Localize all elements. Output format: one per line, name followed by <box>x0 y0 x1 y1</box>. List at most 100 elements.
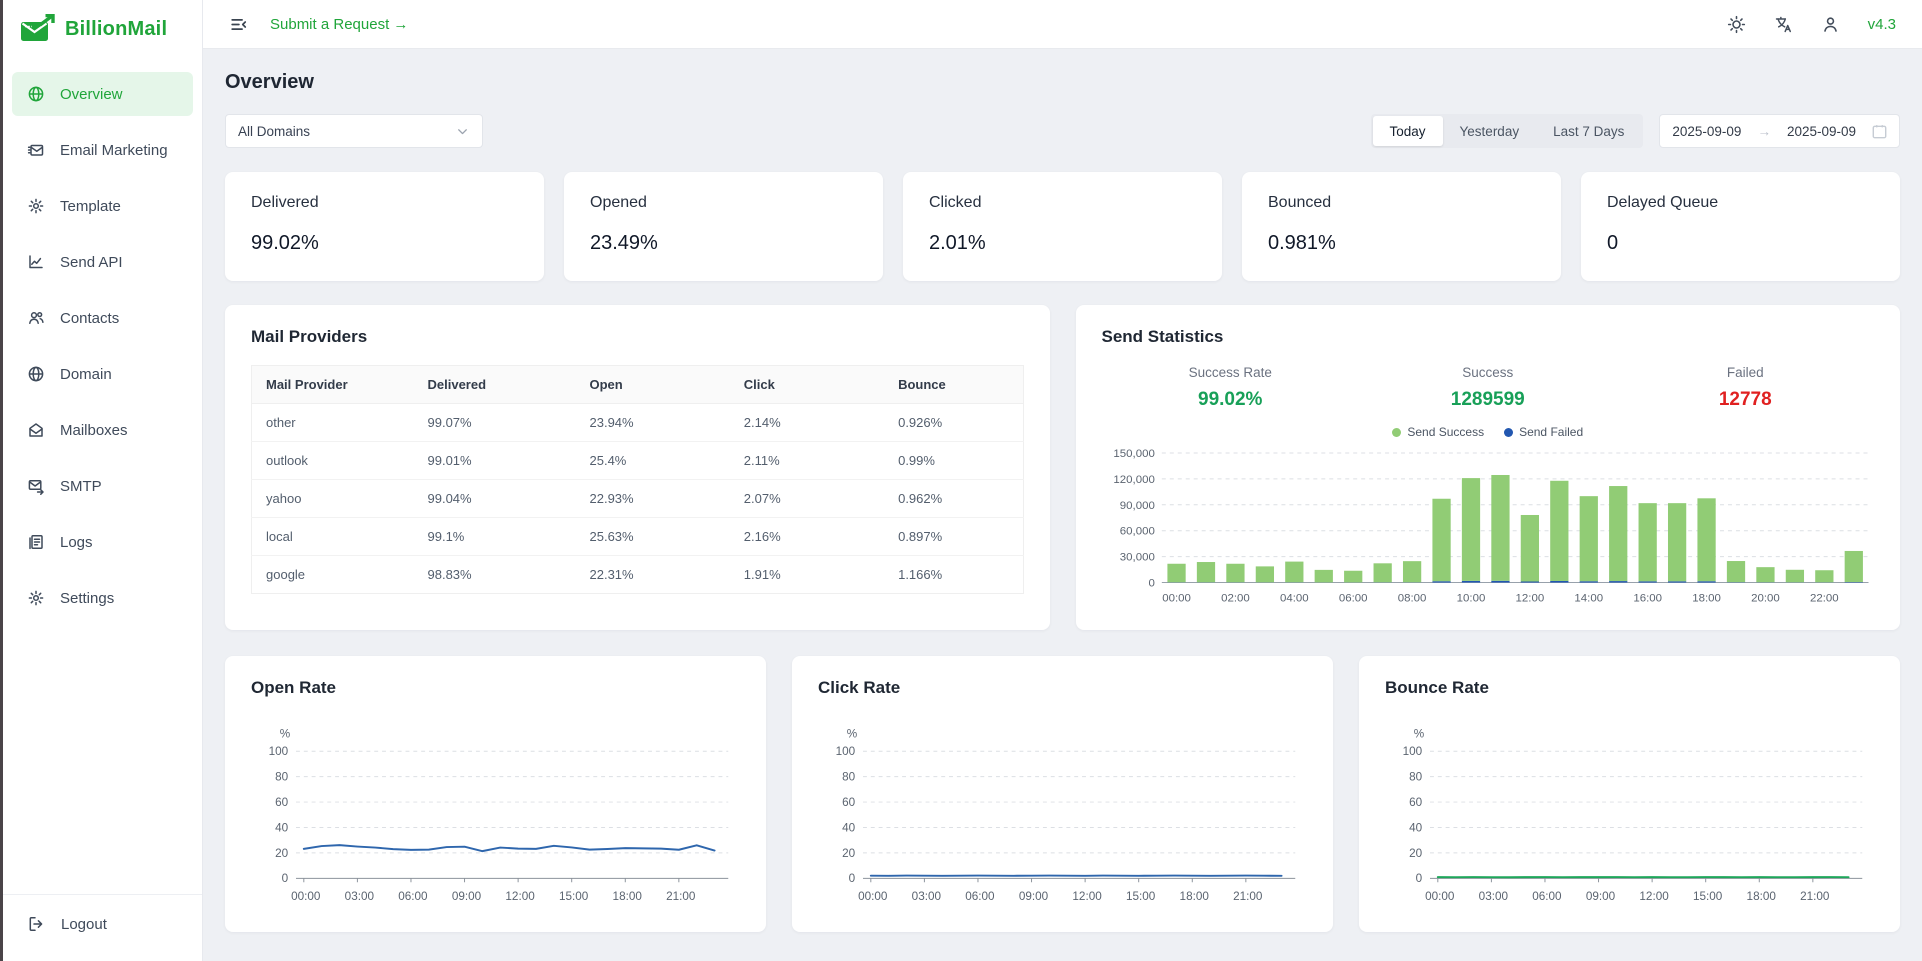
cell-click: 2.11% <box>729 441 885 480</box>
sidebar-item-mailboxes[interactable]: Mailboxes <box>12 408 193 452</box>
cell-open: 22.31% <box>589 567 634 582</box>
svg-text:21:00: 21:00 <box>666 890 696 903</box>
logout-button[interactable]: Logout <box>27 915 178 933</box>
svg-text:60: 60 <box>275 796 289 809</box>
send-statistics-title: Send Statistics <box>1101 327 1224 346</box>
send-metrics: Success Rate 99.02% Success 1289599 Fail… <box>1102 365 1875 411</box>
sidebar-item-label: Logs <box>60 533 93 551</box>
svg-text:20: 20 <box>275 847 289 860</box>
send-statistics-panel: Send Statistics Success Rate 99.02% Succ… <box>1075 305 1900 631</box>
range-today-button[interactable]: Today <box>1372 116 1443 146</box>
mail-providers-title: Mail Providers <box>251 327 368 346</box>
cell-click: 2.07% <box>729 479 885 518</box>
cell-open: 23.94% <box>575 403 730 442</box>
window-edge <box>0 0 3 961</box>
envelope-arrow-icon <box>28 480 44 495</box>
mail-providers-table: Mail Provider Delivered Open Click Bounc… <box>251 365 1024 594</box>
stat-card-opened: Opened 23.49% <box>564 172 883 281</box>
chevron-down-icon <box>458 128 467 134</box>
mail-providers-panel: Mail Providers Mail Provider Delivered O… <box>225 305 1050 631</box>
cell-click: 2.14% <box>729 403 885 442</box>
sidebar-item-domain[interactable]: Domain <box>12 352 193 396</box>
send-statistics-bar-chart: 0 30,000 60,000 90,000 120,000 150,000 00:00 02… <box>1113 448 1869 604</box>
svg-text:15:00: 15:00 <box>1126 890 1156 903</box>
svg-text:0: 0 <box>1416 873 1423 886</box>
stat-card-label: Bounced <box>1268 194 1332 211</box>
sidebar-item-label: Mailboxes <box>60 421 128 439</box>
user-menu-button[interactable] <box>1821 15 1840 34</box>
column-header: Open <box>575 365 730 404</box>
sidebar-nav: Overview Email Marketing Template Send A… <box>3 58 202 894</box>
range-segmented-control: Today Yesterday Last 7 Days <box>1370 114 1644 148</box>
svg-text:60: 60 <box>842 796 856 809</box>
sidebar-item-smtp[interactable]: SMTP <box>12 464 193 508</box>
legend-label: Send Success <box>1407 425 1485 439</box>
theme-toggle-button[interactable] <box>1727 15 1746 34</box>
sidebar-footer: Logout <box>3 894 202 961</box>
page-content: Overview All Domains Today Yesterday Las… <box>203 49 1922 961</box>
sidebar-item-label: Domain <box>60 365 112 383</box>
cell-bounce: 0.926% <box>884 403 1023 442</box>
stat-card-value: 23.49% <box>590 232 658 254</box>
stat-card-label: Clicked <box>929 194 982 211</box>
svg-text:40: 40 <box>1409 822 1423 835</box>
column-header: Click <box>729 365 885 404</box>
click-rate-line-chart: % 0 20 40 60 80 100 00:00 03:00 06:00 09:00 12:00 15… <box>836 728 1296 903</box>
domain-select[interactable]: All Domains <box>225 114 483 148</box>
cell-delivered: 99.1% <box>413 517 576 556</box>
legend-send-success[interactable]: Send Success <box>1392 425 1484 439</box>
svg-text:60,000: 60,000 <box>1119 526 1154 538</box>
stat-card-delivered: Delivered 99.02% <box>225 172 544 281</box>
date-range-arrow-icon: → <box>1757 123 1771 139</box>
filter-controls: All Domains Today Yesterday Last 7 Days … <box>225 114 1900 148</box>
cell-provider: local <box>251 517 414 556</box>
sidebar-item-contacts[interactable]: Contacts <box>12 296 193 340</box>
submit-request-link[interactable]: Submit a Request → <box>270 15 409 33</box>
page-title: Overview <box>225 71 314 93</box>
range-yesterday-button[interactable]: Yesterday <box>1459 123 1520 139</box>
svg-text:12:00: 12:00 <box>1515 592 1544 604</box>
sidebar-item-label: SMTP <box>60 477 102 495</box>
cell-bounce: 1.166% <box>898 567 943 582</box>
svg-text:80: 80 <box>1409 771 1423 784</box>
sidebar-item-logs[interactable]: Logs <box>12 520 193 564</box>
people-icon <box>29 311 44 324</box>
date-to-value: 2025-09-09 <box>1786 123 1856 139</box>
svg-text:06:00: 06:00 <box>1532 890 1562 903</box>
svg-text:%: % <box>1414 728 1424 741</box>
date-range-picker[interactable]: 2025-09-09 → 2025-09-09 <box>1659 114 1900 148</box>
sidebar-item-email-marketing[interactable]: Email Marketing <box>12 128 193 172</box>
logout-label: Logout <box>61 915 107 933</box>
table-row: local 99.1% 25.63% 2.16% 0.897% <box>251 517 1023 556</box>
language-button[interactable] <box>1774 15 1793 34</box>
svg-text:30,000: 30,000 <box>1119 552 1154 564</box>
sidebar-collapse-button[interactable] <box>229 15 248 34</box>
table-row: outlook 99.01% 25.4% 2.11% 0.99% <box>251 441 1023 480</box>
collapse-sidebar-icon <box>231 18 247 30</box>
svg-text:80: 80 <box>275 771 289 784</box>
sidebar-item-send-api[interactable]: Send API <box>12 240 193 284</box>
svg-text:150,000: 150,000 <box>1113 448 1154 460</box>
metric-success: Success 1289599 <box>1359 365 1617 411</box>
svg-text:06:00: 06:00 <box>1338 592 1367 604</box>
sidebar-item-overview[interactable]: Overview <box>12 72 193 116</box>
translate-icon <box>1775 16 1791 32</box>
column-header: Mail Provider <box>251 365 414 404</box>
legend-send-failed[interactable]: Send Failed <box>1504 425 1583 439</box>
table-header-row: Mail Provider Delivered Open Click Bounc… <box>251 365 1023 404</box>
cell-provider: google <box>266 567 306 582</box>
sidebar-item-label: Contacts <box>60 309 120 327</box>
svg-text:%: % <box>280 728 290 741</box>
sidebar-item-settings[interactable]: Settings <box>12 576 193 620</box>
cell-delivered: 98.83% <box>427 567 472 582</box>
brand-name: BillionMail <box>65 17 168 40</box>
brand-logo-row[interactable]: BillionMail <box>3 0 202 58</box>
svg-text:18:00: 18:00 <box>1180 890 1210 903</box>
range-last7days-button[interactable]: Last 7 Days <box>1553 123 1625 139</box>
metric-value: 1289599 <box>1450 389 1525 410</box>
sidebar-item-template[interactable]: Template <box>12 184 193 228</box>
svg-text:100: 100 <box>1403 746 1423 759</box>
metric-value: 99.02% <box>1198 389 1263 410</box>
stat-card-value: 0.981% <box>1268 232 1336 254</box>
cell-bounce: 0.897% <box>884 517 1023 556</box>
